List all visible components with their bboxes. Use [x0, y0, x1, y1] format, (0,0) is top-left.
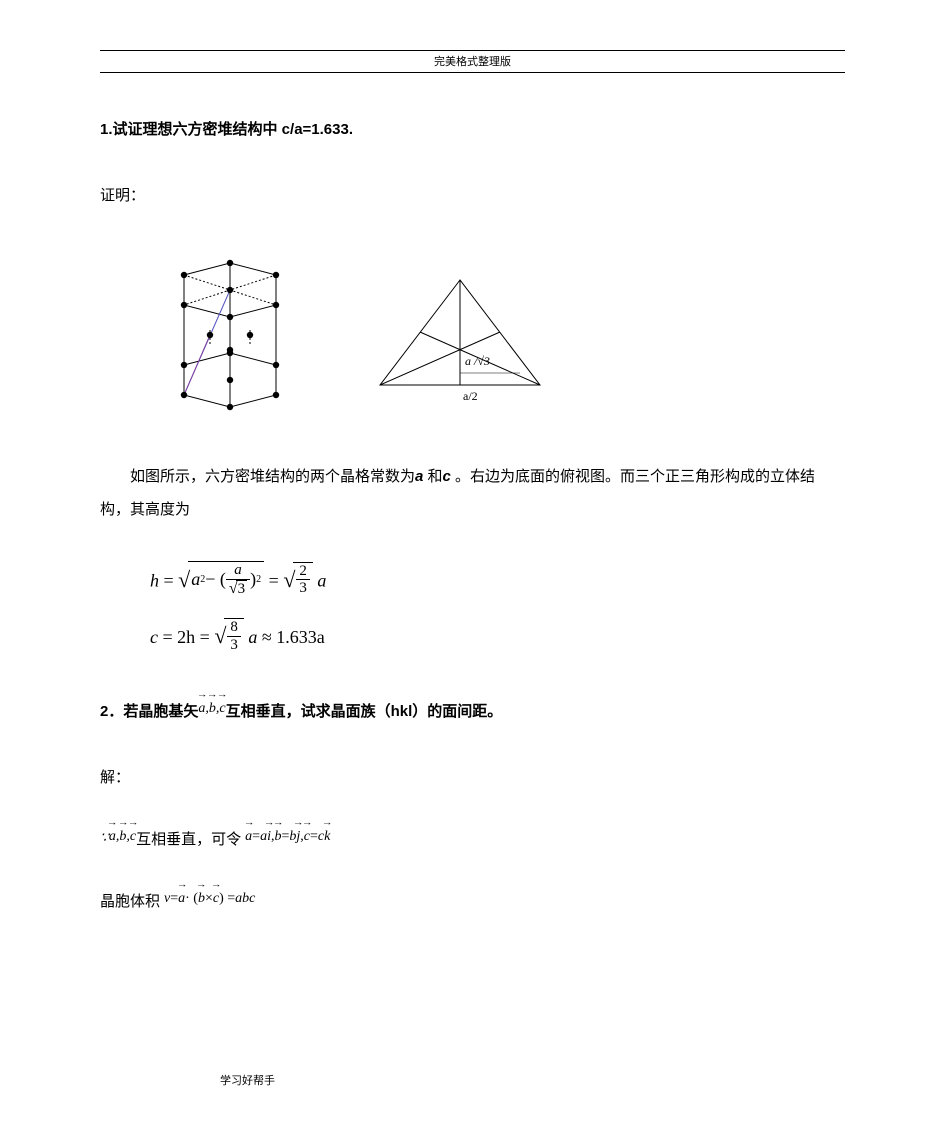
hcp-structure-diagram [140, 245, 320, 415]
equation-c: c = 2h = √ 8 3 a ≈ 1.633a [150, 618, 845, 654]
problem2-title: 2．若晶胞基矢 a,b,c 互相垂直，试求晶面族（hkl）的面间距。 [100, 699, 845, 721]
p2-l1-mid: 互相垂直，可令 [136, 828, 241, 849]
problem1-title: 1.试证理想六方密堆结构中 c/a=1.633. [100, 118, 845, 139]
eq2-approx: ≈ 1.633a [257, 627, 324, 647]
eq-eq2: = [269, 571, 284, 591]
vec-eq: a = ai , b = bj , c = ck [245, 823, 330, 845]
frac-8-3: 8 3 [227, 619, 241, 653]
triangle-label-bottom: a/2 [463, 389, 478, 403]
body-pre: 如图所示，六方密堆结构的两个晶格常数为 [130, 468, 415, 485]
vec-abc-2: a,b,c [109, 823, 136, 845]
vec-abc-1: a,b,c [198, 695, 225, 717]
page-footer: 学习好帮手 [220, 1072, 275, 1088]
sqrt3: 3 [236, 580, 248, 598]
den3b: 3 [227, 636, 241, 654]
proof-label: 证明： [100, 184, 845, 205]
page-header: 完美格式整理版 [100, 53, 845, 73]
p2-line1: ∵ a,b,c 互相垂直，可令 a = ai , b = bj , c = ck [100, 827, 845, 849]
eq-a: a [191, 569, 200, 590]
problem1-body: 如图所示，六方密堆结构的两个晶格常数为a 和c 。右边为底面的俯视图。而三个正三… [100, 460, 845, 526]
page-frame: 完美格式整理版 1.试证理想六方密堆结构中 c/a=1.633. 证明： [0, 0, 945, 981]
frac-2-3: 2 3 [296, 563, 310, 597]
p2-line2: 晶胞体积 v = a · (b × c) = abc [100, 889, 845, 911]
eq-eq1: = [159, 571, 178, 591]
eq-h: h [150, 571, 159, 591]
because-symbol: ∵ [100, 830, 109, 847]
eq-minus: − ( [205, 569, 226, 590]
eq2-eq: = 2h = [158, 627, 214, 647]
triangle-top-view-diagram: a /√3 a/2 [370, 265, 550, 415]
body-mid: 和 [423, 468, 442, 485]
p2-l2-pre: 晶胞体积 [100, 890, 160, 911]
frac-a-sqrt3: a √3 [226, 562, 250, 597]
sqrt-3: √ 8 3 [214, 618, 244, 654]
figure-row: a /√3 a/2 [140, 245, 845, 415]
volume-eq: v = a · (b × c) = abc [164, 885, 255, 907]
header-rule-top [100, 50, 845, 51]
num2: 2 [296, 563, 310, 580]
frac-num: a [231, 562, 245, 579]
equation-h: h = √ a2 − ( a √3 )2 = √ 2 3 [150, 561, 845, 598]
sqrt-2: √ 2 3 [283, 562, 313, 598]
num8: 8 [227, 619, 241, 636]
p2-post: 互相垂直，试求晶面族（hkl）的面间距。 [226, 700, 503, 721]
p2-pre: 2．若晶胞基矢 [100, 700, 198, 721]
sqrt-1: √ a2 − ( a √3 )2 [178, 561, 264, 598]
eq-a-final: a [317, 571, 326, 591]
triangle-label-top: a /√3 [465, 354, 490, 368]
eq-sup2: 2 [256, 574, 261, 585]
den3: 3 [296, 579, 310, 597]
var-c: c [443, 468, 451, 485]
eq2-c: c [150, 627, 158, 647]
solution-label: 解： [100, 766, 845, 787]
